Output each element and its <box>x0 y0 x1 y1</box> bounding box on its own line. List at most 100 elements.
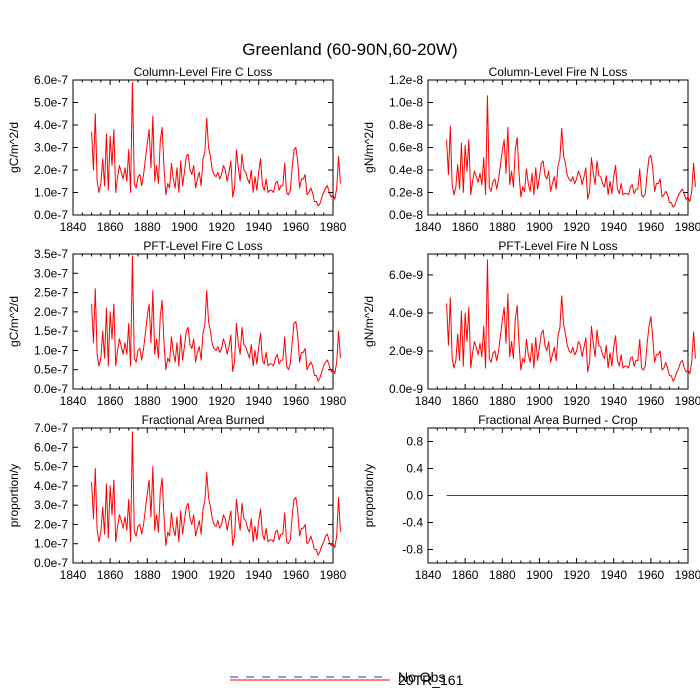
x-tick-label: 1960 <box>638 568 665 582</box>
y-tick-label: 0.0e-7 <box>34 556 68 570</box>
x-tick-label: 1880 <box>489 220 516 234</box>
series-line-20tr-161 <box>91 431 341 556</box>
y-tick-label: 1.2e-8 <box>389 73 423 87</box>
x-tick-label: 1860 <box>97 220 124 234</box>
y-tick-label: 1.0e-7 <box>34 343 68 357</box>
panel-title: PFT-Level Fire C Loss <box>143 239 262 253</box>
figure-title: Greenland (60-90N,60-20W) <box>242 40 457 59</box>
y-tick-label: 4.0e-9 <box>389 306 423 320</box>
x-tick-label: 1960 <box>638 394 665 408</box>
series-line-20tr-161 <box>446 95 696 208</box>
y-tick-label: -0.8 <box>402 543 423 557</box>
x-tick-label: 1860 <box>97 568 124 582</box>
x-tick-label: 1840 <box>415 394 442 408</box>
panel-title: Fractional Area Burned <box>142 413 265 427</box>
plot-frame <box>72 427 334 564</box>
y-tick-label: 0.2e-8 <box>389 186 423 200</box>
y-tick-label: 2.5e-7 <box>34 286 68 300</box>
x-tick-label: 1900 <box>526 568 553 582</box>
y-tick-label: -0.4 <box>402 516 423 530</box>
y-tick-label: 2.0e-7 <box>34 305 68 319</box>
panel-title: Column-Level Fire C Loss <box>134 65 273 79</box>
panel-col-c: Column-Level Fire C Loss gC/m^2/d 1840 1860… <box>7 65 347 234</box>
x-tick-label: 1980 <box>320 568 347 582</box>
y-axis-label: gC/m^2/d <box>7 296 21 347</box>
x-tick-label: 1940 <box>600 568 627 582</box>
x-tick-label: 1920 <box>563 394 590 408</box>
x-tick-label: 1900 <box>171 568 198 582</box>
x-tick-label: 1900 <box>171 220 198 234</box>
x-tick-label: 1860 <box>452 394 479 408</box>
y-tick-label: 6.0e-7 <box>34 73 68 87</box>
x-tick-label: 1840 <box>60 220 87 234</box>
x-tick-label: 1940 <box>600 220 627 234</box>
x-tick-label: 1980 <box>320 394 347 408</box>
y-tick-label: 6.0e-7 <box>34 440 68 454</box>
plot-frame <box>427 79 689 216</box>
x-tick-label: 1920 <box>208 568 235 582</box>
series-line-20tr-161 <box>446 259 696 382</box>
y-tick-label: 0.5e-7 <box>34 363 68 377</box>
x-tick-label: 1940 <box>245 394 272 408</box>
y-tick-label: 4.0e-7 <box>34 118 68 132</box>
legend-label-no-obs: No Obs <box>398 669 445 685</box>
y-tick-label: 0.8 <box>406 435 423 449</box>
series-line-20tr-161 <box>91 255 341 382</box>
y-tick-label: 0.0e-7 <box>34 382 68 396</box>
x-tick-label: 1980 <box>675 568 700 582</box>
y-tick-label: 0.0e-8 <box>389 208 423 222</box>
chart-panels: Column-Level Fire C Loss gC/m^2/d 1840 1860… <box>7 65 700 582</box>
y-tick-label: 3.0e-7 <box>34 141 68 155</box>
x-tick-label: 1920 <box>563 220 590 234</box>
legend: No Obs 20TR_161 <box>230 669 464 688</box>
x-tick-label: 1880 <box>489 394 516 408</box>
x-tick-label: 1920 <box>208 394 235 408</box>
legend-label-20tr-161: 20TR_161 <box>398 672 464 688</box>
x-tick-label: 1840 <box>415 568 442 582</box>
x-tick-label: 1940 <box>600 394 627 408</box>
y-tick-label: 0.8e-8 <box>389 118 423 132</box>
y-tick-label: 3.5e-7 <box>34 247 68 261</box>
x-tick-label: 1860 <box>452 220 479 234</box>
x-tick-label: 1980 <box>320 220 347 234</box>
y-tick-label: 0.0e-9 <box>389 382 423 396</box>
x-tick-label: 1920 <box>563 568 590 582</box>
x-tick-label: 1860 <box>97 394 124 408</box>
panel-frac-crop: Fractional Area Burned - Crop proportion/… <box>362 413 700 582</box>
x-tick-label: 1960 <box>283 220 310 234</box>
y-tick-label: 6.0e-9 <box>389 268 423 282</box>
panel-title: PFT-Level Fire N Loss <box>498 239 617 253</box>
panel-frac-area: Fractional Area Burned proportion/y 1840 18… <box>7 413 347 582</box>
y-tick-label: 1.0e-8 <box>389 96 423 110</box>
x-tick-label: 1900 <box>526 220 553 234</box>
x-tick-label: 1840 <box>415 220 442 234</box>
y-tick-label: 3.0e-7 <box>34 498 68 512</box>
x-tick-label: 1980 <box>675 220 700 234</box>
y-axis-label: gN/m^2/d <box>362 296 376 347</box>
x-tick-label: 1880 <box>134 220 161 234</box>
y-tick-label: 1.0e-7 <box>34 186 68 200</box>
x-tick-label: 1940 <box>245 568 272 582</box>
plot-frame <box>72 253 334 390</box>
y-tick-label: 0.4 <box>406 462 423 476</box>
series-line-20tr-161 <box>91 81 341 207</box>
plot-frame <box>72 79 334 216</box>
x-tick-label: 1960 <box>283 568 310 582</box>
y-tick-label: 5.0e-7 <box>34 460 68 474</box>
y-axis-label: proportion/y <box>7 464 21 527</box>
panel-title: Fractional Area Burned - Crop <box>478 413 638 427</box>
y-tick-label: 2.0e-7 <box>34 517 68 531</box>
x-tick-label: 1960 <box>638 220 665 234</box>
y-tick-label: 2.0e-9 <box>389 344 423 358</box>
y-axis-label: gC/m^2/d <box>7 122 21 173</box>
x-tick-label: 1860 <box>452 568 479 582</box>
y-tick-label: 1.5e-7 <box>34 324 68 338</box>
y-tick-label: 0.6e-8 <box>389 141 423 155</box>
x-tick-label: 1900 <box>526 394 553 408</box>
panel-title: Column-Level Fire N Loss <box>489 65 628 79</box>
x-tick-label: 1880 <box>489 568 516 582</box>
panel-col-n: Column-Level Fire N Loss gN/m^2/d 1840 1860… <box>362 65 700 234</box>
y-tick-label: 3.0e-7 <box>34 266 68 280</box>
y-tick-label: 4.0e-7 <box>34 479 68 493</box>
y-tick-label: 0.0e-7 <box>34 208 68 222</box>
